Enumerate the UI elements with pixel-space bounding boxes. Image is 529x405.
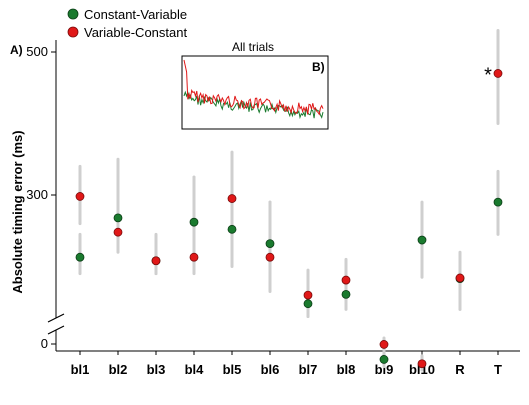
data-point bbox=[227, 194, 237, 203]
y-axis-title: Absolute timing error (ms) bbox=[10, 130, 25, 293]
inset-frame bbox=[181, 55, 329, 130]
data-point bbox=[75, 252, 85, 262]
x-tick-label: bl8 bbox=[337, 362, 356, 377]
significance-marker: * bbox=[484, 64, 492, 86]
data-point bbox=[417, 359, 427, 369]
x-tick-label: bl5 bbox=[223, 362, 242, 377]
data-point bbox=[113, 213, 123, 223]
data-point bbox=[417, 235, 427, 245]
data-point bbox=[189, 217, 199, 227]
data-point bbox=[75, 192, 85, 201]
legend: Constant-Variable Variable-Constant bbox=[67, 7, 187, 40]
legend-label-variable-constant: Variable-Constant bbox=[84, 25, 187, 40]
inset-panel-label: B) bbox=[312, 60, 325, 74]
y-axis-break-mark-upper bbox=[47, 313, 65, 323]
y-tick-label: 0 bbox=[41, 336, 48, 351]
data-point bbox=[493, 197, 503, 207]
data-point bbox=[341, 275, 351, 285]
data-point bbox=[189, 252, 199, 262]
data-point bbox=[265, 239, 275, 249]
x-tick-label: bl7 bbox=[299, 362, 318, 377]
data-point bbox=[379, 340, 389, 349]
data-point bbox=[493, 69, 503, 78]
data-points bbox=[75, 69, 503, 369]
y-axis-break-mark-lower bbox=[47, 325, 65, 335]
x-tick-label: R bbox=[455, 362, 465, 377]
inset-panel: All trials B) bbox=[181, 40, 329, 130]
annotations: * bbox=[484, 64, 492, 86]
data-point bbox=[303, 290, 313, 300]
y-tick-label: 500 bbox=[26, 44, 48, 59]
y-axis bbox=[47, 40, 65, 351]
data-point bbox=[303, 299, 313, 309]
y-ticks: 0 300 500 bbox=[26, 44, 56, 351]
inset-series-constant-variable bbox=[183, 90, 324, 120]
data-point bbox=[227, 224, 237, 234]
data-point bbox=[455, 273, 465, 283]
x-tick-labels: bl1bl2bl3bl4bl5bl6bl7bl8bl9bl10RT bbox=[71, 351, 502, 377]
x-tick-label: bl6 bbox=[261, 362, 280, 377]
panel-a-label: A) bbox=[10, 43, 23, 57]
x-tick-label: bl9 bbox=[375, 362, 394, 377]
legend-marker-constant-variable bbox=[67, 8, 79, 20]
legend-marker-variable-constant bbox=[67, 26, 79, 38]
data-point bbox=[341, 289, 351, 299]
legend-label-constant-variable: Constant-Variable bbox=[84, 7, 187, 22]
x-tick-label: bl3 bbox=[147, 362, 166, 377]
x-tick-label: bl4 bbox=[185, 362, 205, 377]
x-tick-label: bl2 bbox=[109, 362, 128, 377]
y-tick-label: 300 bbox=[26, 187, 48, 202]
x-tick-label: bl1 bbox=[71, 362, 90, 377]
data-point bbox=[379, 355, 389, 364]
inset-series-variable-constant bbox=[183, 59, 324, 116]
inset-title: All trials bbox=[232, 40, 274, 54]
data-point bbox=[265, 252, 275, 262]
x-tick-label: T bbox=[494, 362, 502, 377]
data-point bbox=[113, 227, 123, 237]
data-point bbox=[151, 256, 161, 266]
